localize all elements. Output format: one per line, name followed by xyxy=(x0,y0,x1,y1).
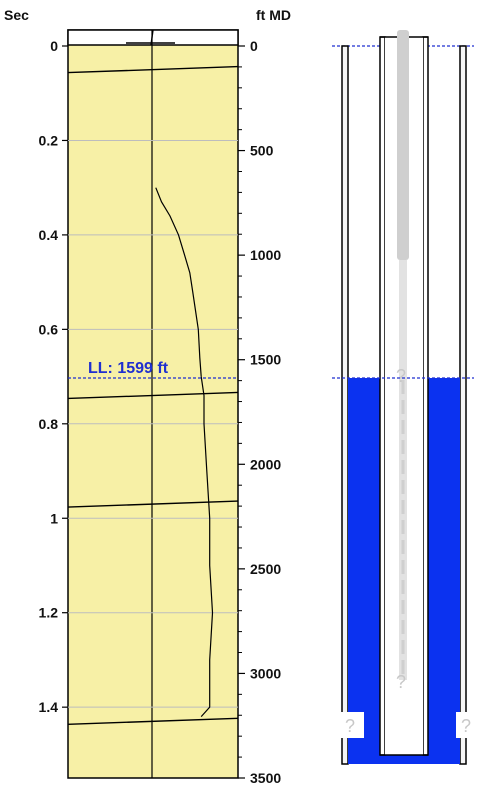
reflection-curve xyxy=(67,391,239,400)
left-tick-label: 1.4 xyxy=(39,699,59,715)
wellbore-schematic: ? ? ? ? xyxy=(332,30,480,765)
data-series xyxy=(67,65,239,726)
unknown-marker-right: ? xyxy=(461,716,471,736)
left-axis-title: Sec xyxy=(4,7,29,23)
right-tick-label: 3000 xyxy=(250,665,281,681)
left-tick-label: 0.8 xyxy=(39,416,59,432)
right-tick-label: 2000 xyxy=(250,456,281,472)
left-tick-label: 0.6 xyxy=(39,321,59,337)
rod-string xyxy=(397,30,409,260)
left-tick-label: 1.2 xyxy=(39,605,59,621)
left-tick-label: 0.4 xyxy=(39,227,59,243)
right-tick-label: 500 xyxy=(250,143,274,159)
liquid-level-label: LL: 1599 ft xyxy=(88,360,169,377)
unknown-marker-liquid-level: ? xyxy=(396,366,406,386)
left-tick-label: 1 xyxy=(50,510,58,526)
casing-outer-right xyxy=(459,45,467,765)
right-tick-label: 0 xyxy=(250,38,258,54)
plot-background xyxy=(67,29,239,779)
right-tick-label: 1500 xyxy=(250,352,281,368)
plot-panel xyxy=(67,29,239,779)
series-line xyxy=(155,187,202,377)
unknown-box-right xyxy=(456,712,480,738)
unknown-box-left xyxy=(340,712,364,738)
reflection-curve xyxy=(67,717,239,726)
casing-outer-left xyxy=(341,45,349,765)
tubing-left-wall xyxy=(379,36,386,756)
right-tick-label: 3500 xyxy=(250,770,281,785)
unknown-marker-pump: ? xyxy=(396,672,406,692)
left-tick-label: 0 xyxy=(50,38,58,54)
reflection-curve xyxy=(67,500,239,508)
unknown-marker-left: ? xyxy=(345,716,355,736)
left-tick-label: 0.2 xyxy=(39,132,59,148)
tubing-right-wall xyxy=(422,36,429,756)
series-line xyxy=(200,376,214,718)
right-axis-title: ft MD xyxy=(256,7,291,23)
header-tick xyxy=(150,29,154,46)
right-tick-label: 1000 xyxy=(250,247,281,263)
right-tick-label: 2500 xyxy=(250,561,281,577)
axis-ticks: 0 0.2 0.4 0.6 0.8 1 1.2 1.4 0 500 1000 1500 2000 2500… xyxy=(39,38,282,785)
reflection-curve xyxy=(67,65,239,74)
